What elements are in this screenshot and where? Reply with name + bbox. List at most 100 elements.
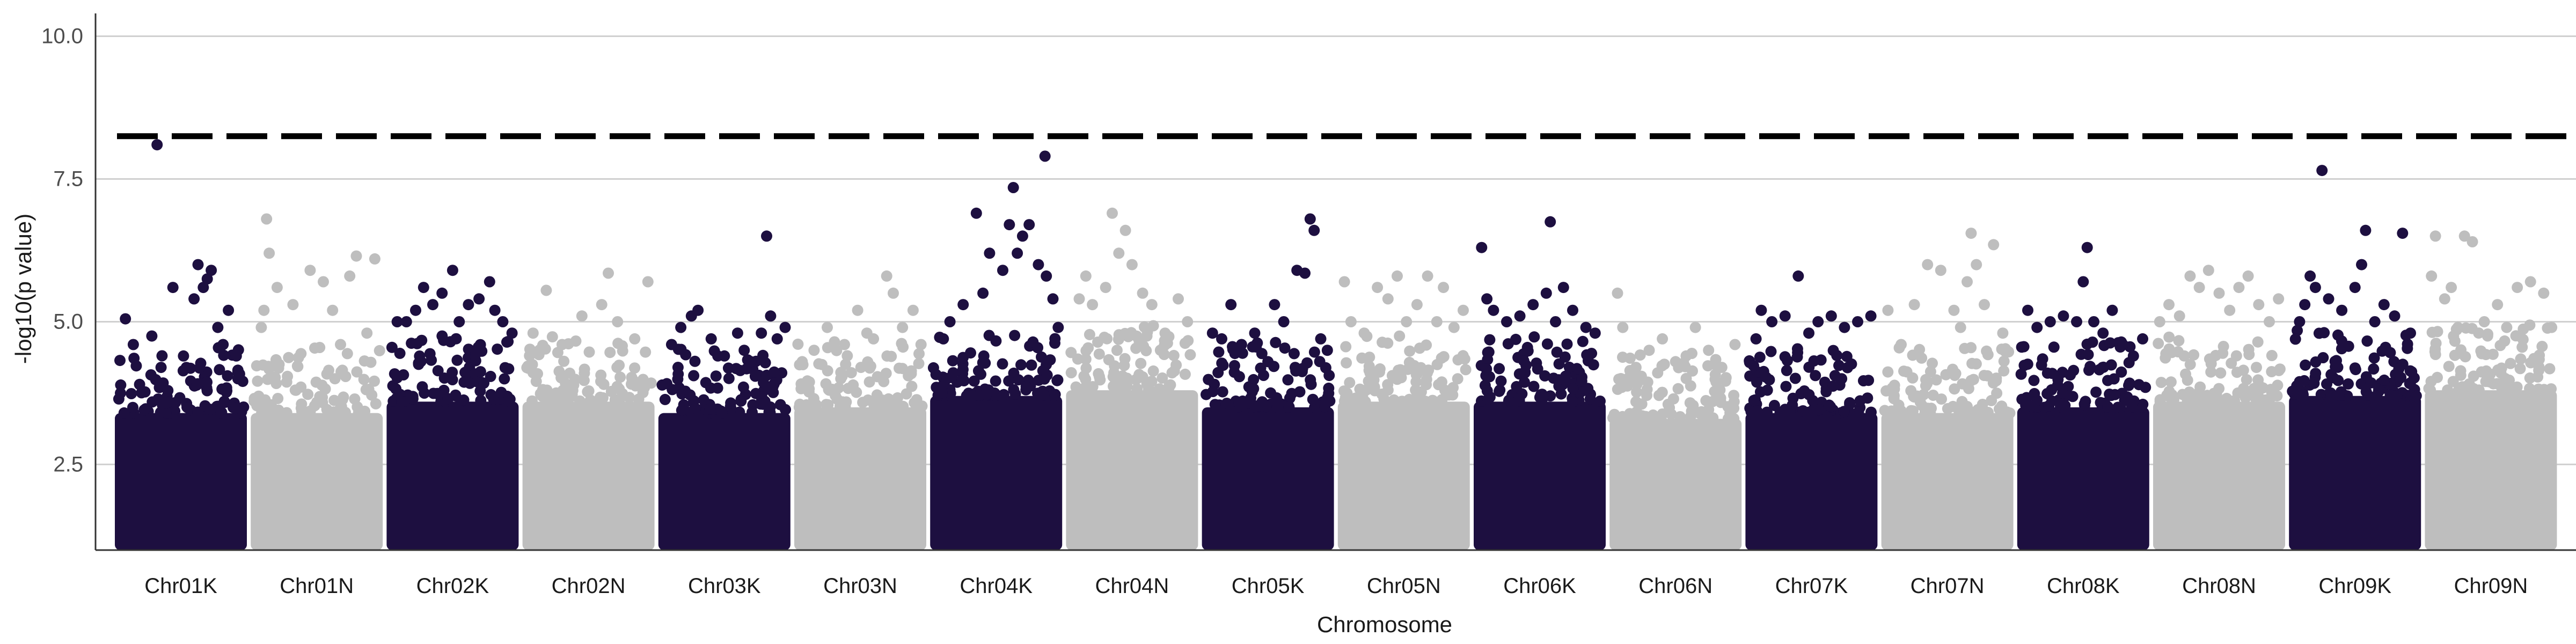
snp-point [1015,359,1027,371]
snp-point [1703,345,1715,356]
snp-point [1338,276,1350,288]
snp-point [823,384,835,396]
y-tick-label: 10.0 [41,25,83,48]
snp-point [881,270,892,282]
snp-point [1168,349,1180,361]
snp-point [453,316,465,327]
snp-point [304,265,316,276]
snp-point [169,405,181,417]
x-tick-label: Chr03N [823,574,897,598]
snp-point [871,399,883,411]
snp-point [2442,384,2454,396]
snp-point [1581,349,1593,361]
snp-point [2297,389,2309,400]
snp-point [852,304,863,316]
snp-point [1135,357,1147,369]
snp-point [1521,341,1533,353]
snp-point [178,350,189,362]
y-axis-title: -log10(p value) [11,214,36,364]
snp-point [576,310,588,322]
snp-point [1919,406,1931,418]
snp-point [1607,412,1619,424]
snp-point [1863,375,1875,386]
snp-point [432,365,444,377]
snp-point [1833,360,1845,371]
snp-point [1364,352,1375,363]
snp-point [1428,396,1440,407]
snp-point [843,383,854,394]
snp-point [2452,321,2464,333]
snp-point [1080,345,1092,356]
snp-point [506,327,518,339]
snp-point [1269,299,1280,311]
snp-point [1559,351,1571,363]
snp-point [1047,293,1059,305]
snp-point [611,380,623,392]
snp-point [1141,330,1153,342]
snp-point [1107,371,1119,383]
snp-point [603,267,614,279]
snp-point [1755,304,1767,316]
snp-point [400,316,412,327]
snp-point [1561,338,1573,350]
snp-point [2213,395,2224,407]
snp-point [1971,259,1982,270]
snp-point [2240,392,2251,404]
chromosome-group-chr08k [2015,241,2151,550]
snp-point [2514,363,2526,375]
snp-point [1270,336,1282,348]
snp-point [719,350,730,362]
snp-point [318,276,329,288]
snp-point [1141,378,1153,390]
snp-point [118,407,130,419]
snp-point [2121,391,2133,403]
snp-point [1410,392,1422,404]
snp-point [2188,349,2200,361]
snp-point [1916,352,1928,364]
snp-point [1235,339,1247,350]
snp-point [1689,321,1701,333]
dense-point-band [1066,390,1198,550]
snp-point [617,345,628,357]
snp-point [2538,384,2550,396]
snp-point [1567,396,1578,407]
snp-point [840,358,852,370]
snp-point [1080,353,1092,365]
snp-point [1033,375,1044,386]
snp-point [295,381,307,393]
snp-point [796,356,808,368]
snp-point [474,339,486,350]
snp-point [1368,374,1380,386]
snp-point [1363,360,1375,372]
snp-point [1216,333,1227,345]
x-tick-label: Chr05N [1367,574,1441,598]
snp-point [1041,369,1053,381]
snp-point [1272,401,1284,413]
snp-point [358,355,370,367]
snp-point [1319,401,1330,413]
snp-point [273,404,284,416]
x-tick-label: Chr01N [280,574,354,598]
dense-point-band [2017,407,2149,550]
snp-point [1482,347,1494,358]
snp-point [2068,364,2080,376]
snp-point [1476,241,1488,253]
snp-point [291,360,303,372]
snp-point [1146,299,1158,311]
snp-point [1853,406,1864,418]
snp-point [463,299,474,311]
snp-point [557,384,569,396]
snp-point [341,348,353,360]
snp-point [872,371,883,383]
snp-point [252,375,264,387]
snp-point [2127,350,2139,362]
snp-point [1107,207,1118,219]
snp-point [2534,349,2545,361]
snp-point [1825,310,1837,322]
snp-point [206,265,217,276]
snp-point [1527,299,1539,311]
snp-point [1387,396,1399,407]
snp-point [2368,352,2380,364]
snp-point [1901,366,1913,378]
snp-point [1949,369,1960,381]
